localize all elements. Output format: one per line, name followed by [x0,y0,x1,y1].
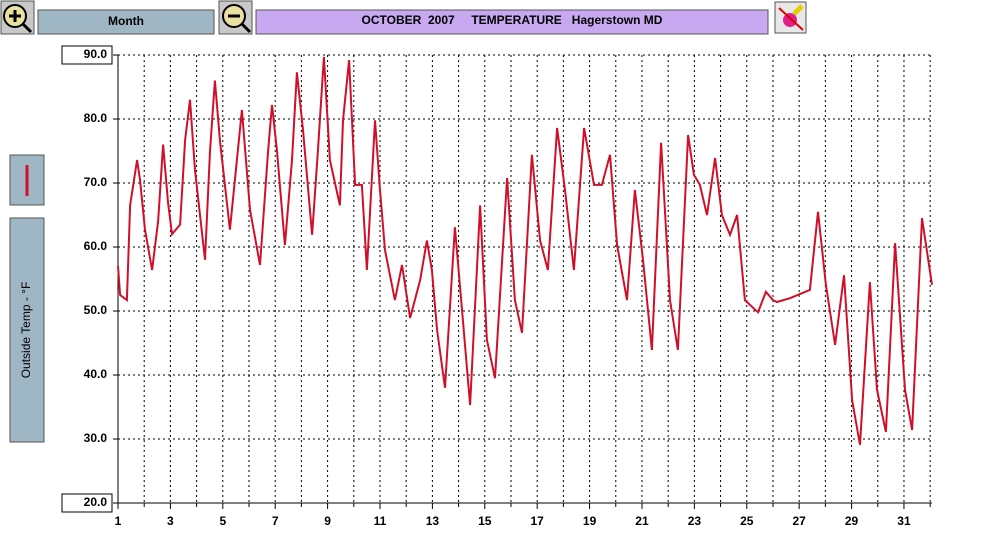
y-tick-label: 60.0 [84,239,108,253]
color-button[interactable] [774,1,807,34]
y-tick-label: 80.0 [84,111,108,125]
zoom-out-button[interactable] [218,0,253,35]
title-bar [255,9,769,35]
x-tick-label: 3 [167,514,174,528]
x-tick-label: 23 [688,514,702,528]
x-tick-label: 25 [740,514,754,528]
period-button[interactable] [37,9,215,35]
x-tick-label: 9 [324,514,331,528]
x-tick-label: 1 [115,514,122,528]
y-limit-box [61,45,113,65]
y-tick-label: 70.0 [84,175,108,189]
x-tick-label: 15 [478,514,492,528]
y-label-box [9,217,45,443]
chart-title: OCTOBER 2007 TEMPERATURE Hagerstown MD [362,13,663,27]
x-tick-label: 11 [374,514,387,528]
y-tick-label: 40.0 [84,367,108,381]
x-tick-label: 5 [219,514,226,528]
x-tick-label: 27 [792,514,806,528]
period-label: Month [108,14,144,28]
y-limit-box [61,493,113,513]
y-tick-label: 20.0 [84,495,108,509]
x-tick-label: 21 [635,514,649,528]
x-tick-label: 7 [272,514,279,528]
zoom-in-button[interactable] [0,0,35,35]
x-tick-label: 19 [583,514,597,528]
plot: 20.030.040.050.060.070.080.090.01 3 5 7 9 11 1… [61,45,933,528]
x-tick-label: 13 [426,514,440,528]
x-tick-label: 17 [531,514,545,528]
series-style-button[interactable] [9,154,45,206]
x-tick-label: 29 [845,514,859,528]
y-tick-label: 90.0 [84,47,108,61]
temperature-line [117,56,933,445]
x-tick-label: 31 [897,514,911,528]
y-tick-label: 30.0 [84,431,108,445]
y-tick-label: 50.0 [84,303,108,317]
y-axis-label: Outside Temp - °F [19,282,33,379]
